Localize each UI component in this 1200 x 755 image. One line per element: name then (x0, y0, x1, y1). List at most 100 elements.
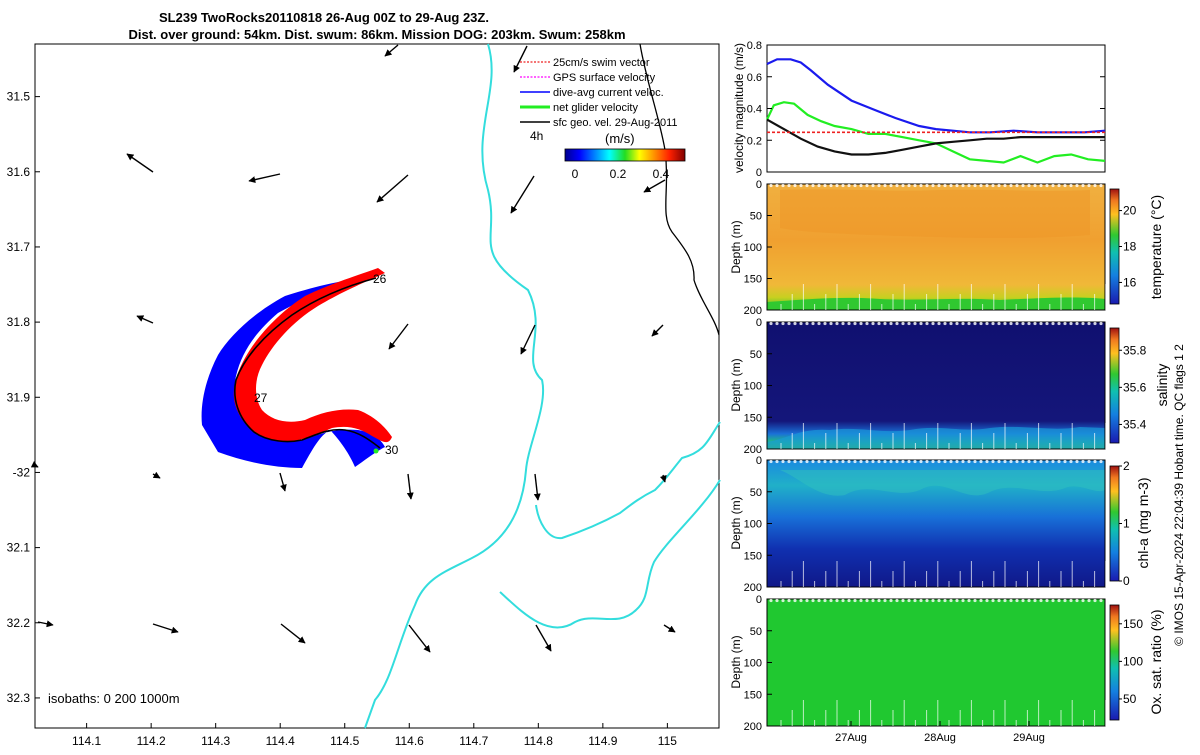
map-ytick-label: 31.7 (7, 240, 31, 254)
temperature-surface-mark (1087, 183, 1091, 188)
temperature-surface-mark (835, 183, 839, 188)
oxygen-surface-mark (1027, 598, 1031, 603)
oxygen-surface-mark (793, 598, 797, 603)
chlorophyll-colorbar (1109, 465, 1120, 582)
oxygen-surface-mark (781, 598, 785, 603)
oxygen-surface-mark (1099, 598, 1103, 603)
oxygen-surface-mark (1075, 598, 1079, 603)
map-xtick-label: 114.5 (330, 734, 359, 748)
chlorophyll-surface-mark (841, 459, 845, 464)
oxygen-surface-mark (841, 598, 845, 603)
chlorophyll-panel: 0 50 100 150 200 2 1 0 Depth (m) chl-a (mg m-3) (729, 455, 1151, 594)
oxygen-surface-mark (1051, 598, 1055, 603)
temperature-surface-mark (919, 183, 923, 188)
oxygen-depth-tick-label: 200 (744, 721, 762, 733)
temperature-surface-mark (961, 183, 965, 188)
oxygen-surface-mark (937, 598, 941, 603)
temperature-surface-mark (913, 183, 917, 188)
map-cbar-tick-2: 0.4 (653, 167, 670, 181)
salinity-surface-mark (817, 321, 821, 326)
sfc-arrow (279, 472, 287, 492)
salinity-cbar-tick-label: 35.8 (1123, 343, 1147, 357)
salinity-surface-mark (1069, 321, 1073, 326)
oxygen-surface-mark (925, 598, 929, 603)
temperature-surface-mark (787, 183, 791, 188)
oxygen-surface-mark (847, 598, 851, 603)
oxygen-surface-mark (1009, 598, 1013, 603)
salinity-surface-mark (925, 321, 929, 326)
salinity-depth-tick-label: 200 (744, 444, 762, 456)
salinity-depth-tick-label: 0 (756, 317, 762, 329)
salinity-surface-mark (781, 321, 785, 326)
salinity-surface-mark (871, 321, 875, 326)
temperature-ylabel: Depth (m) (729, 220, 743, 273)
sfc-arrow (280, 623, 306, 644)
temperature-surface-mark (1021, 183, 1025, 188)
chlorophyll-surface-mark (1063, 459, 1067, 464)
temperature-surface-mark (775, 183, 779, 188)
sfc-arrow (406, 473, 414, 500)
temperature-surface-mark (805, 183, 809, 188)
temperature-surface-mark (991, 183, 995, 188)
salinity-surface-mark (811, 321, 815, 326)
oxygen-surface-mark (985, 598, 989, 603)
salinity-surface-mark (973, 321, 977, 326)
map-xtick-label: 114.7 (459, 734, 488, 748)
oxygen-surface-mark (1081, 598, 1085, 603)
chlorophyll-surface-mark (883, 459, 887, 464)
map-xtick-label: 115 (658, 734, 677, 748)
map-cbar-tick-1: 0.2 (610, 167, 627, 181)
chlorophyll-surface-mark (901, 459, 905, 464)
temperature-surface-mark (853, 183, 857, 188)
salinity-surface-mark (1081, 321, 1085, 326)
map-ytick-label: 32.2 (7, 616, 31, 630)
temperature-surface-mark (1099, 183, 1103, 188)
velocity-series-sfc-geo (766, 118, 1105, 156)
chlorophyll-depth-tick-label: 50 (750, 487, 762, 499)
legend-units: (m/s) (605, 131, 635, 146)
chlorophyll-ticks: 0 50 100 150 200 2 1 0 (744, 455, 1130, 594)
chlorophyll-surface-mark (943, 459, 947, 464)
chlorophyll-surface-mark (775, 459, 779, 464)
salinity-surface-mark (799, 321, 803, 326)
sfc-arrow (659, 474, 667, 483)
isobath-1000m-a (535, 421, 721, 540)
oxygen-surface-mark (1057, 598, 1061, 603)
temperature-warm-core (780, 189, 1090, 239)
salinity-surface-mark (793, 321, 797, 326)
velocity-ytick-label: 0.4 (747, 104, 762, 116)
map-panel: 26 27 30 25cm/s swim vector GPS surface … (7, 43, 721, 748)
chlorophyll-surface-mark (1069, 459, 1073, 464)
temperature-surface-mark (1039, 183, 1043, 188)
temperature-surface-mark (871, 183, 875, 188)
salinity-surface-mark (1087, 321, 1091, 326)
map-ytick-label: 31.6 (7, 165, 31, 179)
temperature-surface-mark (883, 183, 887, 188)
salinity-colorbar (1109, 327, 1120, 444)
legend-dive-label: dive-avg current veloc. (553, 87, 664, 99)
oxygen-xtick-label: 27Aug (835, 732, 867, 744)
chlorophyll-surface-mark (961, 459, 965, 464)
map-ticks: 114.1 114.2 114.3 114.4 114.5 114.6 114.7 114.8… (7, 90, 678, 748)
temperature-surface-mark (865, 183, 869, 188)
oxygen-surface-mark (997, 598, 1001, 603)
oxygen-surface-mark (811, 598, 815, 603)
oxygen-surface-mark (1087, 598, 1091, 603)
oxygen-surface-mark (799, 598, 803, 603)
isobath-1000m-b (499, 479, 721, 629)
surface-velocity-arrows (30, 44, 676, 653)
map-xtick-label: 114.9 (588, 734, 617, 748)
chlorophyll-surface-mark (895, 459, 899, 464)
salinity-deep-band (767, 426, 1105, 449)
salinity-depth-tick-label: 50 (750, 349, 762, 361)
sfc-arrow (152, 623, 179, 634)
temperature-surface-mark (829, 183, 833, 188)
chlorophyll-surface-mark (985, 459, 989, 464)
oxygen-surface-mark (991, 598, 995, 603)
temperature-surface-mark (1075, 183, 1079, 188)
temperature-surface-mark (859, 183, 863, 188)
oxygen-surface-mark (979, 598, 983, 603)
temperature-surface-mark (973, 183, 977, 188)
oxygen-surface-mark (859, 598, 863, 603)
salinity-surface-mark (979, 321, 983, 326)
